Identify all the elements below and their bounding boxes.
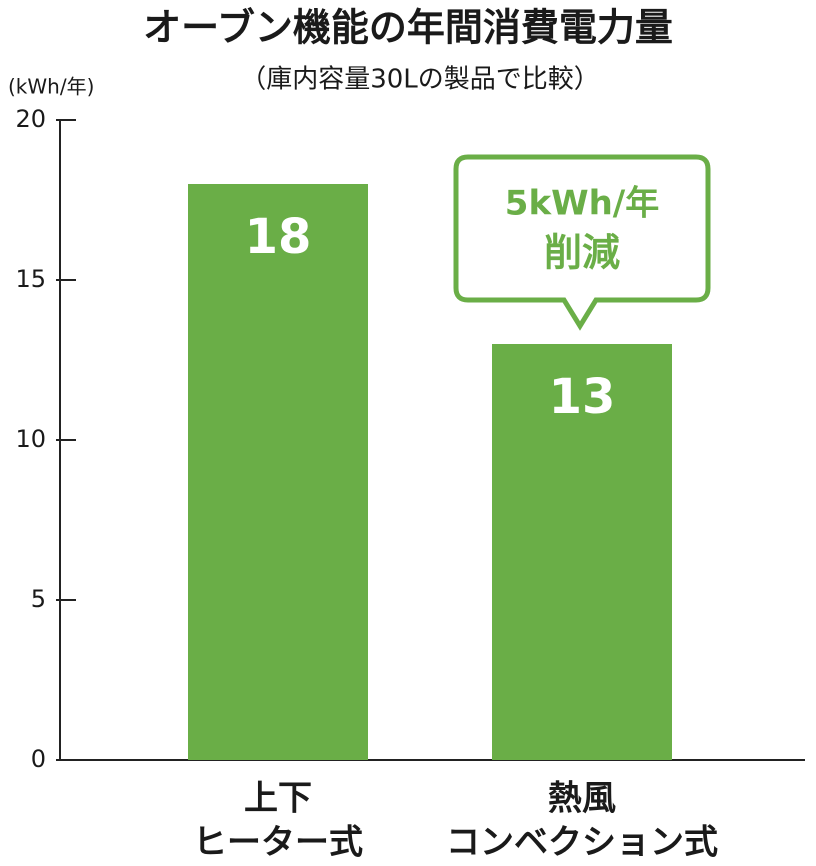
x-tick-label: ヒーター式 xyxy=(193,823,363,863)
bar xyxy=(492,344,672,760)
callout xyxy=(453,154,711,331)
x-tick-label: 熱風 xyxy=(548,779,616,819)
y-tick-label: 15 xyxy=(15,265,46,293)
x-tick-label: コンベクション式 xyxy=(446,823,718,863)
annotation: 5kWh/年 xyxy=(505,184,659,224)
y-tick-label: 20 xyxy=(15,105,46,133)
value-label: 18 xyxy=(245,209,312,265)
x-tick-label: 上下 xyxy=(244,779,312,819)
value-label: 13 xyxy=(549,369,616,425)
chart-title: オーブン機能の年間消費電力量 xyxy=(143,6,673,50)
y-tick-label: 10 xyxy=(15,425,46,453)
callout-box xyxy=(453,154,711,331)
y-axis-label: (kWh/年) xyxy=(8,75,94,99)
y-tick-label: 5 xyxy=(31,585,46,613)
annotation: 削減 xyxy=(544,231,620,275)
chart-subtitle: （庫内容量30Lの製品で比較） xyxy=(240,65,600,95)
bar xyxy=(188,184,368,760)
y-tick-label: 0 xyxy=(31,745,46,773)
